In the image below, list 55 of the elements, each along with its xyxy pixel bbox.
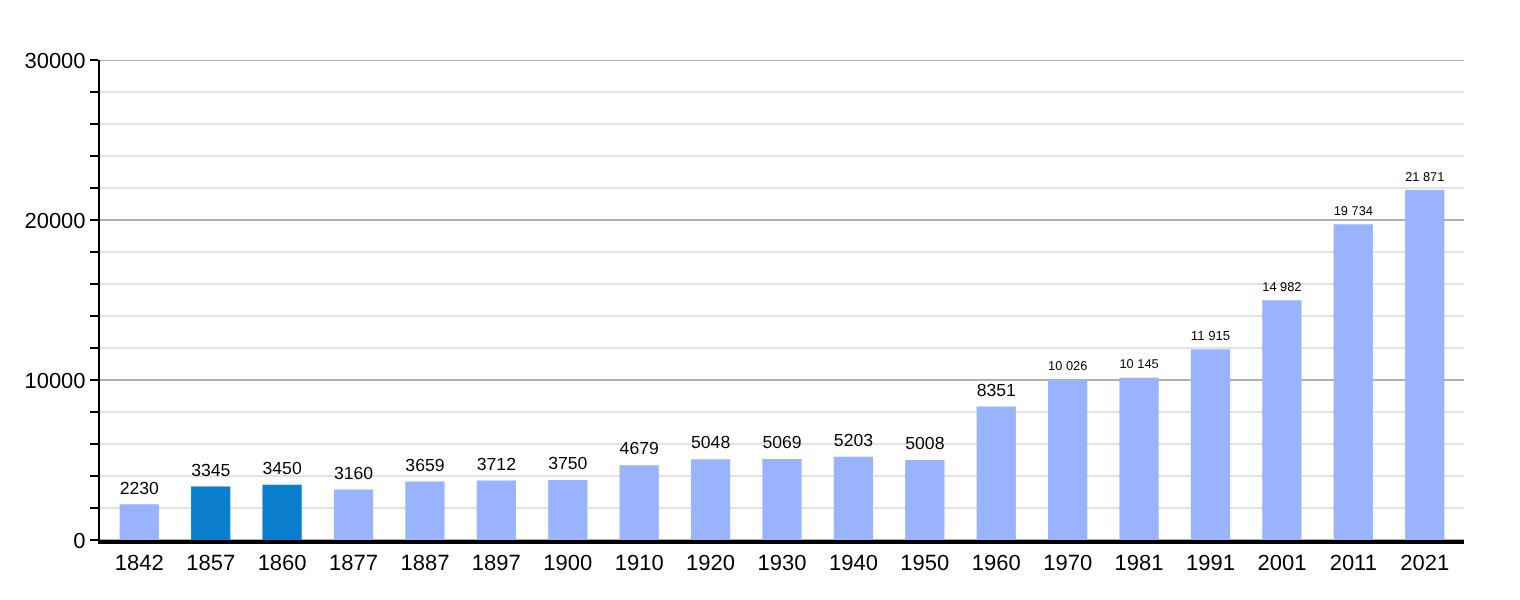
bar <box>1405 190 1445 540</box>
bar <box>1333 224 1373 540</box>
bar <box>262 484 302 540</box>
bar <box>619 465 659 540</box>
x-tick-label: 1950 <box>900 551 950 576</box>
bar <box>333 489 374 540</box>
y-tick-label: 0 <box>73 529 86 554</box>
bar <box>762 458 802 540</box>
x-tick-label: 1877 <box>329 551 378 576</box>
data-label: 5048 <box>690 432 731 453</box>
bar <box>119 504 159 540</box>
bar <box>1048 379 1088 540</box>
y-tick-label: 20000 <box>24 209 86 234</box>
x-tick-label: 1991 <box>1186 551 1235 576</box>
x-tick-label: 1910 <box>614 551 664 576</box>
bar <box>833 456 874 540</box>
x-tick-label: 1900 <box>543 551 593 576</box>
bar <box>548 480 588 540</box>
x-tick-label: 1930 <box>757 551 807 576</box>
bar <box>1262 300 1302 540</box>
data-label: 3712 <box>476 453 517 474</box>
x-tick-label: 1940 <box>828 551 878 576</box>
bar <box>905 459 945 540</box>
data-label: 3160 <box>333 462 374 483</box>
x-tick-label: 2011 <box>1329 551 1377 576</box>
x-tick-label: 1970 <box>1043 551 1093 576</box>
x-tick-label: 1920 <box>686 551 736 576</box>
bar <box>191 486 231 540</box>
x-tick-label: 2001 <box>1257 551 1307 576</box>
y-tick-label: 30000 <box>24 49 86 74</box>
x-tick-label: 1860 <box>257 551 307 576</box>
data-label: 3450 <box>262 457 302 478</box>
x-tick-label: 1897 <box>471 551 521 576</box>
bar <box>976 406 1016 540</box>
bar <box>1119 377 1159 540</box>
data-label: 4679 <box>619 438 659 459</box>
bar <box>476 480 516 540</box>
data-label: 5008 <box>905 433 945 454</box>
x-tick-label: 1960 <box>971 551 1021 576</box>
bar <box>405 481 445 540</box>
data-label: 2230 <box>119 477 160 498</box>
x-tick-label: 2021 <box>1400 551 1450 576</box>
x-tick-label: 1842 <box>114 551 164 576</box>
y-tick-label: 10000 <box>24 369 86 394</box>
bar <box>1190 349 1231 540</box>
x-tick-label: 1981 <box>1114 551 1164 576</box>
bar <box>690 459 731 540</box>
data-label: 3750 <box>548 453 588 474</box>
data-label: 5203 <box>833 429 874 450</box>
x-tick-label: 1857 <box>186 551 236 576</box>
data-label: 3659 <box>405 454 445 475</box>
data-label: 8351 <box>976 379 1017 400</box>
x-tick-label: 1887 <box>400 551 450 576</box>
data-label: 3345 <box>191 459 231 480</box>
data-label: 5069 <box>762 432 802 453</box>
